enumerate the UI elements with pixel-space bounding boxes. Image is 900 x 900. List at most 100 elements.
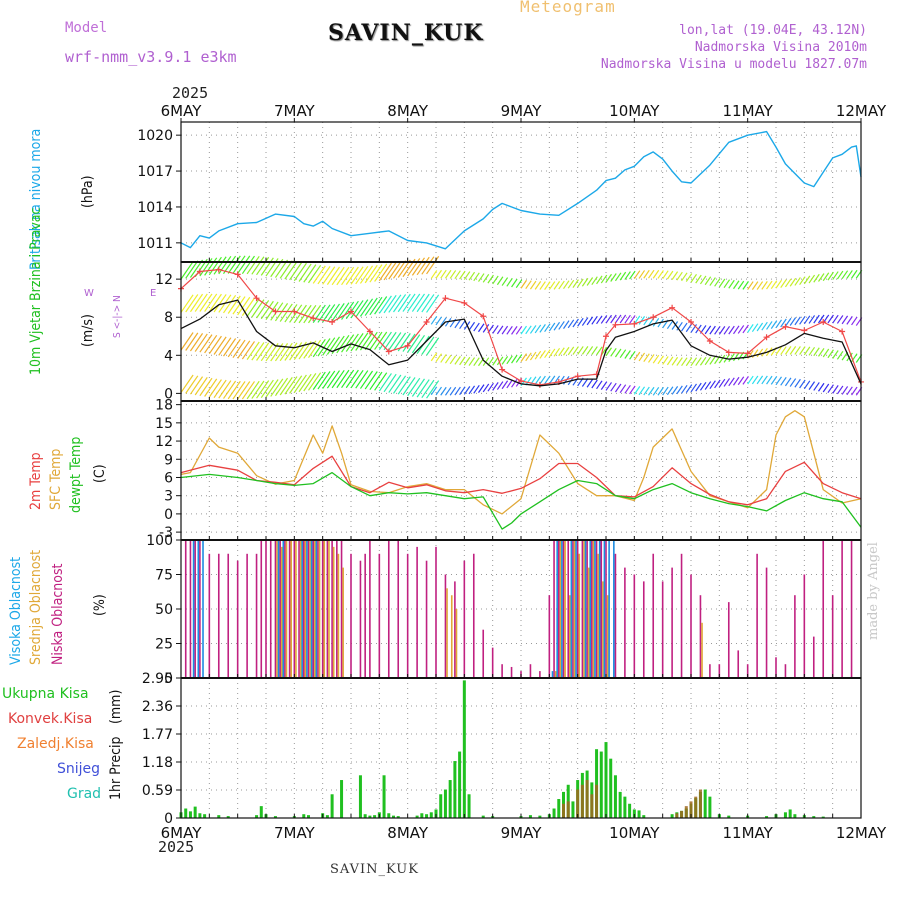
wind-barb bbox=[374, 296, 388, 315]
wind-barb bbox=[478, 384, 485, 393]
total-precip-bar bbox=[203, 814, 207, 818]
y-tick-label: 15 bbox=[155, 416, 173, 432]
wind-barb bbox=[789, 378, 797, 387]
wind-gust-marker bbox=[253, 295, 260, 302]
wind-barb bbox=[657, 270, 664, 279]
wind-barb bbox=[223, 380, 237, 399]
wind-gust-marker bbox=[196, 268, 203, 275]
wind-barb bbox=[652, 354, 660, 364]
wind-barb bbox=[643, 316, 650, 326]
wind-barb bbox=[832, 314, 839, 324]
wind-barb bbox=[369, 331, 383, 350]
convective-precip-bar bbox=[689, 801, 693, 818]
wind-barb bbox=[662, 270, 669, 280]
convective-precip-bar bbox=[576, 789, 580, 818]
wind-gust-marker bbox=[272, 308, 279, 315]
wind-barb bbox=[260, 379, 274, 399]
wind-barb bbox=[737, 325, 745, 334]
y-tick-label: 1011 bbox=[137, 236, 173, 252]
temp-unit-label: (C) bbox=[92, 464, 108, 483]
wind-barb bbox=[331, 369, 345, 389]
wind-barb bbox=[454, 356, 461, 365]
total-precip-bar bbox=[443, 789, 447, 818]
total-precip-bar bbox=[670, 814, 674, 818]
total-precip-bar bbox=[373, 815, 377, 818]
wind-barb bbox=[756, 322, 764, 332]
legend-total-precip: Ukupna Kisa bbox=[2, 686, 89, 702]
wind-barb bbox=[605, 273, 612, 283]
day-label-top: 10MAY bbox=[609, 102, 660, 120]
wind-barb bbox=[426, 294, 440, 313]
wind-gust-marker bbox=[612, 321, 619, 328]
wind-barb bbox=[298, 263, 312, 282]
legend-convective-precip: Konvek.Kisa bbox=[8, 711, 93, 727]
wind-barb bbox=[808, 381, 816, 390]
wind-barb bbox=[633, 315, 641, 325]
wind-barb bbox=[846, 352, 853, 362]
wind-barb bbox=[657, 355, 664, 365]
wind-barb bbox=[633, 351, 641, 361]
wind-barb bbox=[232, 255, 246, 274]
wind-barb bbox=[761, 375, 768, 385]
wind-barb bbox=[459, 386, 466, 396]
wind-barb bbox=[534, 376, 542, 385]
wind-barb bbox=[407, 377, 421, 397]
wind-barb bbox=[718, 326, 726, 335]
wind-barb bbox=[308, 372, 322, 391]
wind-barb bbox=[572, 346, 579, 355]
wind-barb bbox=[218, 337, 232, 356]
total-precip-bar bbox=[552, 808, 556, 818]
wind-barb bbox=[260, 257, 274, 276]
wind-barb bbox=[213, 336, 227, 355]
wind-barb bbox=[369, 371, 383, 390]
wind-barb bbox=[430, 315, 438, 325]
wind-barb bbox=[723, 279, 731, 289]
wind-barb bbox=[308, 304, 322, 324]
total-precip-bar bbox=[302, 814, 306, 818]
wind-barb bbox=[355, 299, 369, 318]
wind-gust-marker bbox=[763, 334, 770, 341]
wind-barb bbox=[364, 297, 378, 316]
wind-barb bbox=[256, 256, 270, 276]
wind-barb bbox=[506, 325, 513, 335]
wind-barb bbox=[610, 348, 617, 357]
wind-barb bbox=[416, 379, 430, 398]
wind-barb bbox=[402, 377, 416, 396]
wind-barb bbox=[591, 379, 598, 389]
wind-barb bbox=[449, 270, 457, 279]
wind-barb bbox=[567, 279, 575, 289]
wind-barb bbox=[728, 377, 735, 387]
wind-barb bbox=[529, 280, 537, 290]
wind-barb bbox=[558, 375, 565, 385]
wind-barb bbox=[685, 357, 693, 367]
wind-barb bbox=[690, 324, 697, 333]
wind-barb bbox=[279, 260, 293, 279]
wind-barb bbox=[256, 380, 270, 399]
wind-barb bbox=[784, 278, 792, 288]
wind-barb bbox=[775, 376, 782, 386]
wind-gust-marker bbox=[801, 327, 808, 334]
wind-barb bbox=[511, 326, 518, 335]
wind-barb bbox=[695, 274, 702, 284]
wind-barb bbox=[737, 376, 745, 386]
wind-barb bbox=[232, 339, 246, 359]
wind-barb bbox=[185, 332, 199, 351]
y-tick-label: 25 bbox=[155, 637, 173, 653]
wind-barb bbox=[444, 269, 452, 279]
wind-barb bbox=[600, 381, 608, 390]
wind-barb bbox=[180, 374, 194, 393]
wind-barb bbox=[733, 280, 740, 290]
wind-barb bbox=[742, 324, 749, 334]
wind-barb bbox=[558, 280, 565, 290]
day-label-top: 9MAY bbox=[501, 102, 543, 120]
wind-gust-marker bbox=[499, 366, 506, 373]
wind-barb bbox=[496, 325, 504, 335]
wind-barb bbox=[482, 273, 490, 283]
wind-barb bbox=[185, 294, 199, 313]
wind-barb bbox=[780, 346, 787, 355]
total-precip-bar bbox=[599, 751, 603, 818]
total-precip-bar bbox=[821, 816, 825, 818]
wind-barb bbox=[775, 346, 782, 356]
total-precip-bar bbox=[396, 816, 400, 818]
wind-barb bbox=[827, 384, 834, 394]
